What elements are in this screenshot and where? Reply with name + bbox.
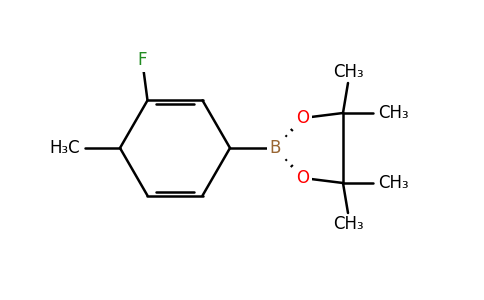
Text: CH₃: CH₃ xyxy=(333,63,363,81)
Text: CH₃: CH₃ xyxy=(378,174,408,192)
Text: O: O xyxy=(297,169,309,187)
Text: F: F xyxy=(138,51,147,69)
Text: O: O xyxy=(297,109,309,127)
Text: CH₃: CH₃ xyxy=(378,104,408,122)
Text: B: B xyxy=(269,139,281,157)
Text: CH₃: CH₃ xyxy=(333,215,363,233)
Text: H₃C: H₃C xyxy=(49,139,80,157)
